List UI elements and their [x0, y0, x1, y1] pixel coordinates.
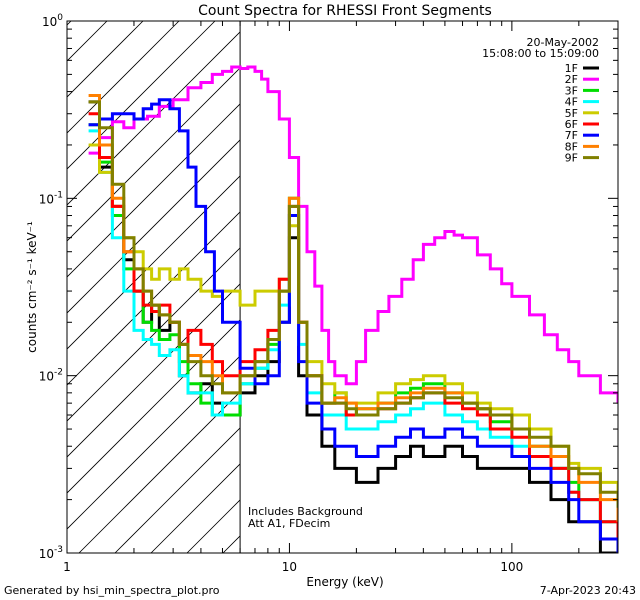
x-axis-label: Energy (keV) — [306, 575, 383, 589]
time-range-label: 15:08:00 to 15:09:00 — [482, 47, 599, 60]
legend-label-5f: 5F — [565, 107, 578, 120]
series-line-1f — [88, 100, 618, 553]
series-line-9f — [88, 100, 618, 508]
legend-label-1f: 1F — [565, 62, 578, 75]
legend-label-2f: 2F — [565, 73, 578, 86]
y-axis-label: counts cm⁻² s⁻¹ keV⁻¹ — [25, 221, 39, 353]
series-line-4f — [88, 129, 618, 539]
footer-generated-by: Generated by hsi_min_spectra_plot.pro — [4, 584, 220, 597]
annotation-attenuator: Att A1, FDecim — [248, 517, 330, 530]
legend-label-6f: 6F — [565, 118, 578, 131]
series-line-6f — [88, 112, 618, 539]
series-layer — [88, 65, 618, 553]
plot-frame — [66, 20, 619, 554]
series-line-2f — [88, 65, 618, 404]
hatched-region — [67, 21, 241, 553]
x-tick-label: 100 — [500, 560, 523, 574]
x-tick-label: 1 — [63, 560, 71, 574]
series-line-7f — [88, 98, 618, 553]
annotation-background: Includes Background — [248, 505, 363, 518]
chart-title: Count Spectra for RHESSI Front Segments — [198, 3, 492, 19]
y-tick-label: 10-1 — [39, 190, 63, 206]
footer-timestamp: 7-Apr-2023 20:43 — [540, 584, 636, 597]
legend-label-4f: 4F — [565, 96, 578, 109]
y-tick-label: 10-2 — [39, 368, 63, 384]
y-tick-label: 10-3 — [39, 545, 63, 561]
legend-label-9f: 9F — [565, 152, 578, 165]
legend-label-7f: 7F — [565, 129, 578, 142]
x-tick-label: 10 — [282, 560, 297, 574]
axes: 1 10 100 10-3 10-2 10-1 100 — [39, 13, 619, 574]
hatch-lines — [67, 21, 241, 553]
legend-label-3f: 3F — [565, 84, 578, 97]
legend-label-8f: 8F — [565, 140, 578, 153]
y-tick-label: 100 — [42, 13, 63, 29]
date-label: 20-May-2002 — [527, 36, 599, 49]
